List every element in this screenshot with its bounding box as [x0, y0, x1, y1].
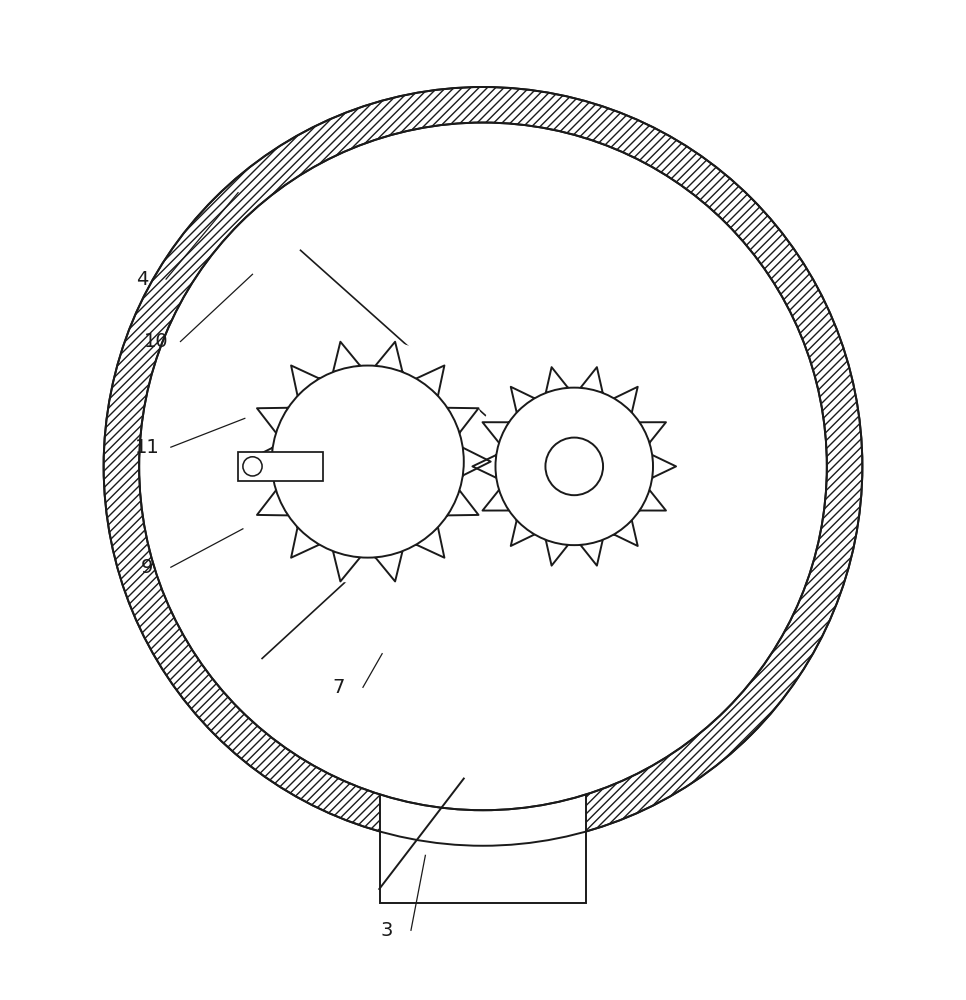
Polygon shape — [511, 520, 534, 546]
Polygon shape — [639, 422, 666, 443]
Polygon shape — [291, 527, 320, 558]
Circle shape — [472, 365, 676, 568]
Polygon shape — [639, 490, 666, 511]
Polygon shape — [511, 387, 534, 413]
Polygon shape — [244, 448, 272, 476]
Polygon shape — [546, 367, 568, 393]
Polygon shape — [472, 455, 497, 478]
Circle shape — [271, 366, 464, 558]
Polygon shape — [652, 455, 676, 478]
Circle shape — [546, 438, 603, 495]
Circle shape — [139, 123, 827, 810]
Polygon shape — [546, 540, 568, 566]
Polygon shape — [257, 490, 288, 515]
Text: 3: 3 — [381, 921, 393, 940]
Polygon shape — [447, 490, 478, 515]
Polygon shape — [613, 387, 638, 413]
Text: 11: 11 — [134, 438, 159, 457]
Polygon shape — [463, 448, 491, 476]
Bar — [380, 769, 586, 903]
Polygon shape — [375, 551, 403, 581]
Polygon shape — [483, 490, 509, 511]
Polygon shape — [416, 527, 444, 558]
Circle shape — [242, 457, 262, 476]
Polygon shape — [416, 365, 444, 396]
Text: 4: 4 — [136, 270, 148, 289]
Polygon shape — [483, 422, 509, 443]
Polygon shape — [333, 551, 360, 581]
Bar — [238, 452, 323, 481]
Text: 10: 10 — [144, 332, 169, 351]
Circle shape — [244, 339, 491, 585]
Text: 7: 7 — [332, 678, 345, 697]
Circle shape — [103, 87, 863, 846]
Circle shape — [496, 388, 653, 545]
Polygon shape — [581, 367, 603, 393]
Polygon shape — [613, 520, 638, 546]
Polygon shape — [581, 540, 603, 566]
Polygon shape — [447, 408, 478, 433]
Text: 9: 9 — [141, 558, 153, 577]
Polygon shape — [291, 365, 320, 396]
Polygon shape — [375, 342, 403, 372]
Polygon shape — [257, 408, 288, 433]
Polygon shape — [333, 342, 360, 372]
